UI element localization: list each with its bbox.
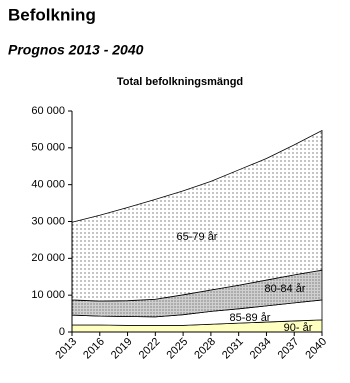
y-tick-label: 30 000 bbox=[31, 215, 65, 227]
x-tick-label: 2031 bbox=[220, 336, 246, 362]
title: Befolkning bbox=[8, 5, 96, 24]
x-tick-label: 2034 bbox=[248, 336, 274, 362]
area-label: 85-89 år bbox=[230, 312, 271, 324]
area-label: 90- år bbox=[284, 322, 313, 334]
y-tick-label: 10 000 bbox=[31, 289, 65, 301]
x-tick-label: 2028 bbox=[192, 336, 218, 362]
y-tick-label: 40 000 bbox=[31, 179, 65, 191]
subtitle: Prognos 2013 - 2040 bbox=[8, 42, 144, 58]
x-tick-label: 2016 bbox=[81, 336, 107, 362]
chart-title: Total befolkningsmängd bbox=[117, 76, 243, 88]
x-tick-label: 2013 bbox=[53, 336, 79, 362]
x-tick-label: 2040 bbox=[303, 336, 329, 362]
y-tick-label: 60 000 bbox=[31, 105, 65, 117]
x-tick-label: 2019 bbox=[109, 336, 135, 362]
y-tick-label: 0 bbox=[59, 326, 65, 338]
area-label: 80-84 år bbox=[265, 283, 306, 295]
x-tick-label: 2025 bbox=[164, 336, 190, 362]
area-label: 65-79 år bbox=[177, 231, 218, 243]
y-tick-label: 20 000 bbox=[31, 252, 65, 264]
x-tick-label: 2022 bbox=[137, 336, 163, 362]
y-tick-label: 50 000 bbox=[31, 142, 65, 154]
x-tick-label: 2037 bbox=[276, 336, 302, 362]
area bbox=[71, 129, 323, 302]
